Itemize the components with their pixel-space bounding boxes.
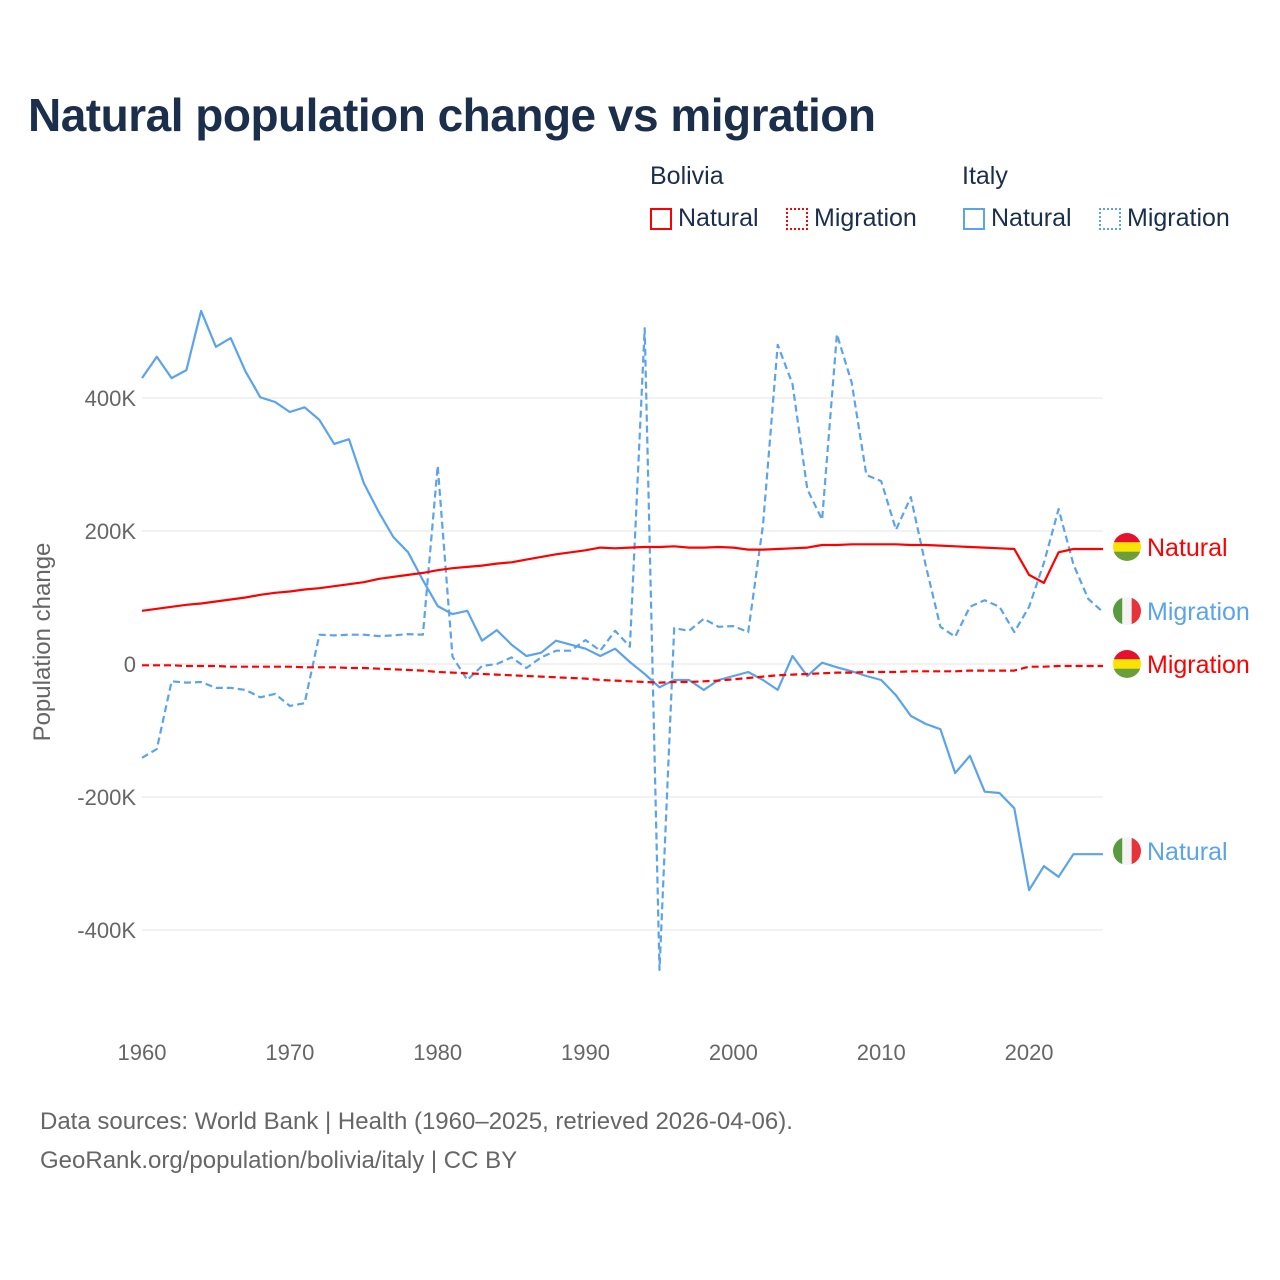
series-line-italy-natural[interactable] [141, 309, 1103, 892]
legend-swatch-dotted [786, 207, 808, 230]
legend-bolivia-natural[interactable]: Natural [650, 204, 759, 233]
y-tick-label: 200K [85, 519, 137, 544]
legend-group-italy: Italy [962, 162, 1008, 190]
legend-label: Migration [814, 204, 917, 232]
legend-label: Natural [678, 204, 759, 232]
end-label-text: Migration [1147, 651, 1250, 679]
y-tick-label: -400K [77, 918, 136, 943]
x-tick-label: 2020 [1005, 1040, 1054, 1065]
x-tick-label: 2000 [709, 1040, 758, 1065]
end-label-bolivia-migration: Migration [1113, 650, 1250, 679]
footer-link[interactable]: GeoRank.org/population/bolivia/italy | C… [40, 1147, 518, 1174]
plot-area: 400K 200K 0 -200K -400K 1960 1970 1980 1990 2000 2… [29, 309, 1250, 1065]
footer-source: Data sources: World Bank | Health (1960–… [40, 1108, 793, 1135]
chart-title: Natural population change vs migration [28, 89, 876, 141]
x-tick-label: 1960 [118, 1040, 167, 1065]
legend-swatch-solid [650, 207, 672, 230]
x-tick-label: 1990 [561, 1040, 610, 1065]
italy-flag-icon [1113, 837, 1141, 865]
legend-swatch-solid [963, 207, 985, 230]
x-tick-label: 1980 [413, 1040, 462, 1065]
end-label-italy-migration: Migration [1113, 597, 1250, 626]
legend-italy-natural[interactable]: Natural [963, 204, 1072, 233]
end-label-bolivia-natural: Natural [1113, 533, 1228, 562]
y-axis-label: Population change [29, 543, 56, 742]
legend-swatch-dotted [1099, 207, 1121, 230]
legend-label: Migration [1127, 204, 1230, 232]
end-label-text: Migration [1147, 598, 1250, 626]
y-tick-label: 400K [85, 386, 137, 411]
x-tick-label: 1970 [265, 1040, 314, 1065]
series-line-italy-migration[interactable] [141, 327, 1104, 972]
end-label-italy-natural: Natural [1113, 837, 1228, 866]
italy-flag-icon [1113, 597, 1141, 625]
legend-bolivia-migration[interactable]: Migration [786, 204, 917, 233]
series-line-bolivia-natural[interactable] [141, 543, 1103, 612]
legend-group-bolivia: Bolivia [650, 162, 724, 190]
x-tick-label: 2010 [857, 1040, 906, 1065]
end-label-text: Natural [1147, 838, 1228, 866]
bolivia-flag-icon [1113, 650, 1141, 678]
y-tick-label: -200K [77, 785, 136, 810]
end-label-text: Natural [1147, 534, 1228, 562]
y-tick-label: 0 [124, 652, 136, 677]
legend-label: Natural [991, 204, 1072, 232]
legend-italy-migration[interactable]: Migration [1099, 204, 1230, 233]
bolivia-flag-icon [1113, 533, 1141, 561]
series-line-bolivia-migration[interactable] [142, 664, 1103, 684]
